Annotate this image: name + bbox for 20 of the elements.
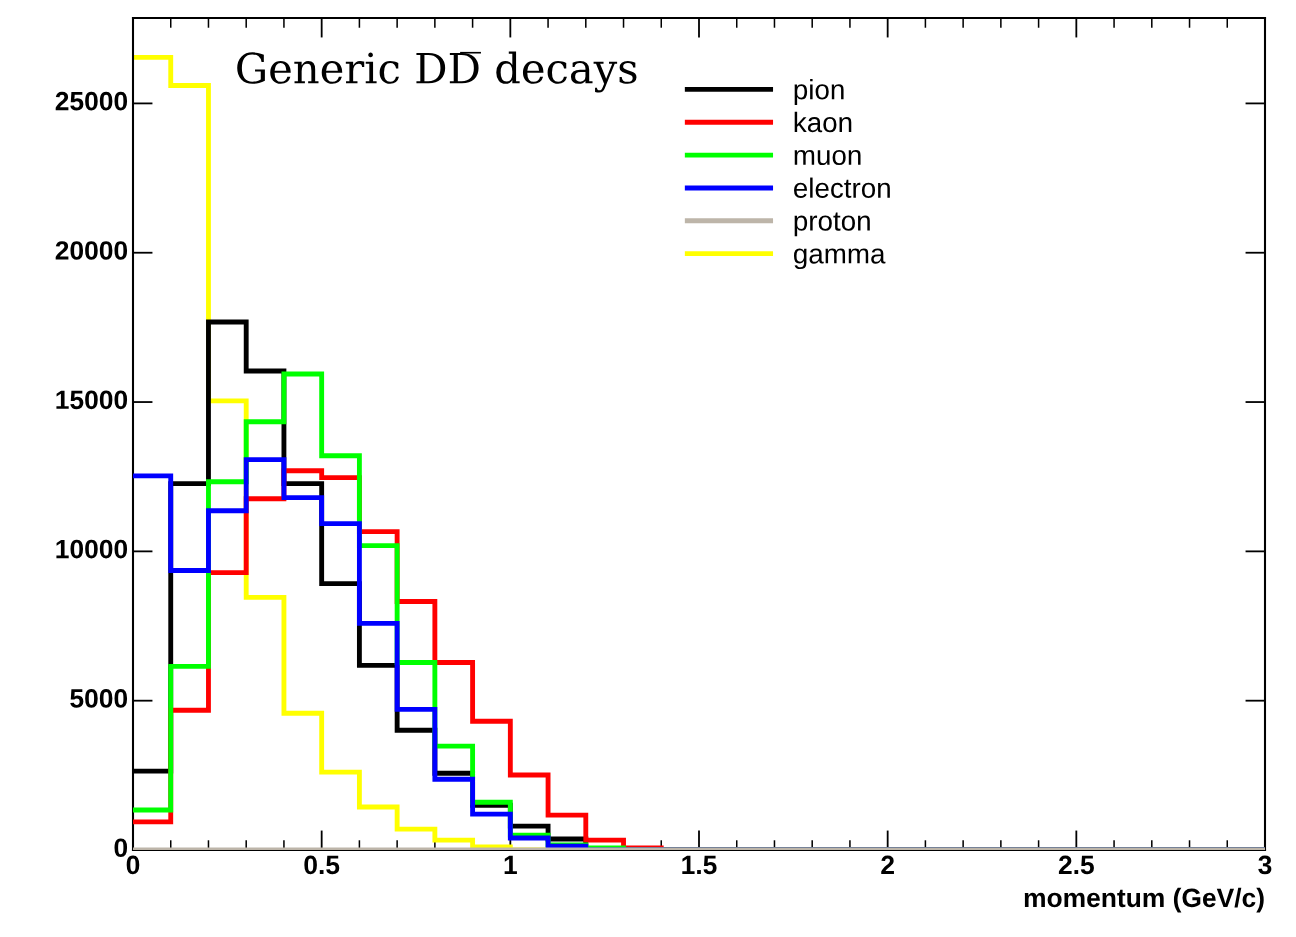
legend-label: electron xyxy=(794,177,890,198)
y-tick-label: 15000 xyxy=(56,390,128,410)
y-tick-label: 0 xyxy=(114,838,128,858)
legend-label: kaon xyxy=(794,111,852,133)
x-tick-label: 2.5 xyxy=(1058,855,1094,875)
x-axis-title: momentum (GeV/c) xyxy=(1024,887,1264,913)
legend-label: pion xyxy=(794,79,844,105)
y-tick-label: 20000 xyxy=(55,241,128,260)
x-tick-label: 2 xyxy=(881,855,894,874)
x-tick-label: 1.5 xyxy=(682,855,717,875)
y-tick-label: 10000 xyxy=(56,539,128,559)
x-tick-label: 0.5 xyxy=(304,855,340,875)
x-tick-label: 3 xyxy=(1258,855,1272,875)
x-tick-label: 1 xyxy=(504,855,517,874)
legend-label: proton xyxy=(794,212,870,237)
y-tick-label: 5000 xyxy=(70,689,128,708)
text: Generic DD̅ decays xyxy=(237,51,637,93)
y-tick-label: 25000 xyxy=(55,91,128,111)
legend-label: muon xyxy=(794,149,861,166)
legend-label: gamma xyxy=(794,248,886,270)
